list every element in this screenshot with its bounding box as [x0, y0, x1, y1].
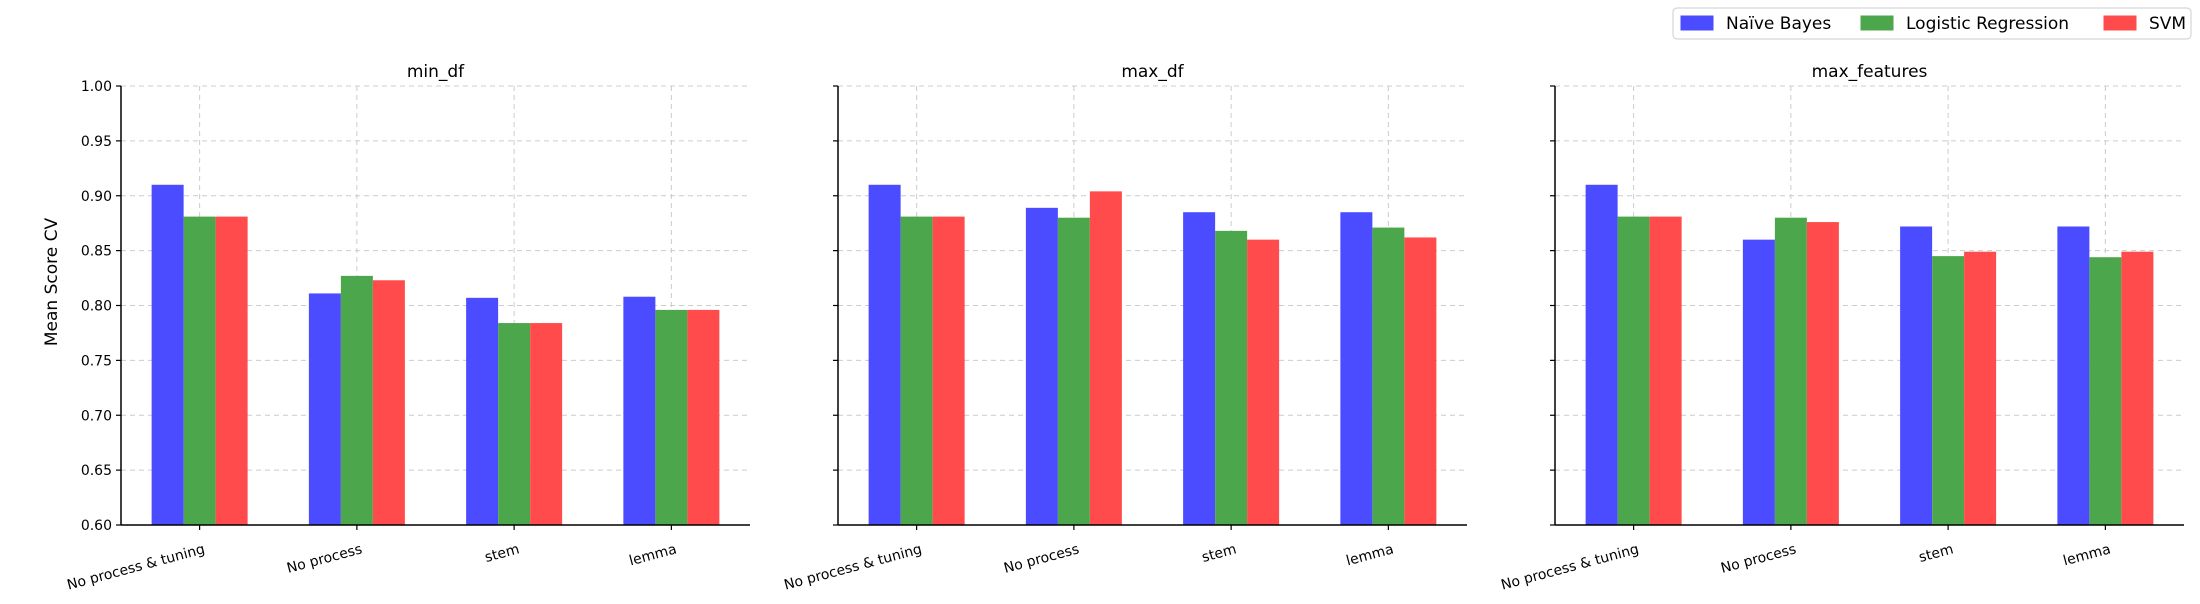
bar-Naïve Bayes [1742, 239, 1775, 525]
bar-Logistic Regression [2089, 257, 2122, 525]
bar-SVM [372, 280, 405, 525]
x-tick-label: stem [1200, 541, 1238, 566]
panel-title: max_features [1812, 62, 1928, 82]
bar-SVM [1247, 239, 1280, 525]
bar-Logistic Regression [1932, 256, 1965, 525]
y-tick-label: 0.90 [81, 189, 112, 205]
x-tick-label: No process [1002, 541, 1081, 576]
legend-frame [1672, 7, 2192, 40]
y-tick-label: 0.75 [81, 353, 112, 369]
y-tick-label: 0.70 [81, 408, 112, 424]
legend-swatch [2103, 15, 2137, 31]
bar-SVM [687, 309, 720, 525]
y-tick-label: 0.80 [81, 299, 112, 315]
bar-Naïve Bayes [466, 297, 499, 525]
chart-panel-max_features: max_features No process & tuning No proces… [1499, 62, 2184, 594]
y-tick-label: 0.65 [81, 463, 112, 479]
bar-Naïve Bayes [2057, 226, 2090, 526]
bar-SVM [1649, 216, 1682, 526]
bar-Naïve Bayes [868, 184, 901, 525]
bar-Logistic Regression [1617, 216, 1650, 526]
bar-SVM [1806, 222, 1839, 525]
y-axis-label: Mean Score CV [42, 218, 62, 347]
legend-swatch [1680, 15, 1714, 31]
bar-Logistic Regression [900, 216, 933, 526]
x-tick-label: No process & tuning [1499, 541, 1640, 593]
bar-Logistic Regression [498, 323, 531, 525]
chart-panels: min_df 0.60 0.65 0.70 0.75 0.80 0.85 0.90 0.95 1.… [65, 62, 2184, 594]
chart-panel-min_df: min_df 0.60 0.65 0.70 0.75 0.80 0.85 0.90 0.95 1.… [65, 62, 750, 594]
x-tick-label: lemma [2062, 541, 2113, 569]
bar-Logistic Regression [1774, 217, 1807, 525]
bar-SVM [530, 323, 563, 525]
bar-Logistic Regression [1372, 227, 1405, 525]
bar-Naïve Bayes [1340, 212, 1373, 525]
y-tick-label: 1.00 [81, 79, 112, 95]
x-tick-label: No process & tuning [782, 541, 923, 593]
legend-label: Logistic Regression [1906, 14, 2069, 34]
bar-SVM [1404, 237, 1437, 525]
bar-Logistic Regression [340, 275, 373, 525]
bar-Logistic Regression [655, 309, 688, 525]
legend-swatch [1860, 15, 1894, 31]
bar-Naïve Bayes [308, 293, 341, 525]
bar-SVM [1089, 191, 1122, 526]
chart-panel-max_df: max_df No process & tuning No process stem l… [782, 62, 1467, 594]
x-tick-label: stem [483, 541, 521, 566]
x-tick-label: lemma [628, 541, 679, 569]
x-tick-label: No process & tuning [65, 541, 206, 593]
y-tick-label: 0.95 [81, 134, 112, 150]
x-tick-label: stem [1917, 541, 1955, 566]
legend-label: SVM [2149, 14, 2186, 34]
bar-Logistic Regression [183, 216, 216, 526]
bar-Naïve Bayes [1183, 212, 1216, 525]
bar-SVM [215, 216, 248, 526]
legend: Naïve Bayes Logistic Regression SVM [1672, 7, 2192, 40]
x-tick-label: lemma [1345, 541, 1396, 569]
bar-Naïve Bayes [1025, 207, 1058, 525]
bar-Naïve Bayes [1900, 226, 1933, 526]
x-tick-label: No process [1719, 541, 1798, 576]
y-tick-label: 0.60 [81, 518, 112, 534]
bar-Naïve Bayes [151, 184, 184, 525]
bar-Naïve Bayes [1585, 184, 1618, 525]
bar-SVM [1964, 251, 1997, 525]
bar-Logistic Regression [1057, 217, 1090, 525]
bar-Naïve Bayes [623, 296, 656, 525]
panel-title: max_df [1121, 62, 1184, 82]
bar-SVM [2121, 251, 2154, 525]
bar-Logistic Regression [1215, 230, 1248, 525]
panel-title: min_df [407, 62, 465, 82]
legend-label: Naïve Bayes [1726, 14, 1831, 34]
x-tick-label: No process [285, 541, 364, 576]
bar-SVM [932, 216, 965, 526]
y-tick-label: 0.85 [81, 244, 112, 260]
